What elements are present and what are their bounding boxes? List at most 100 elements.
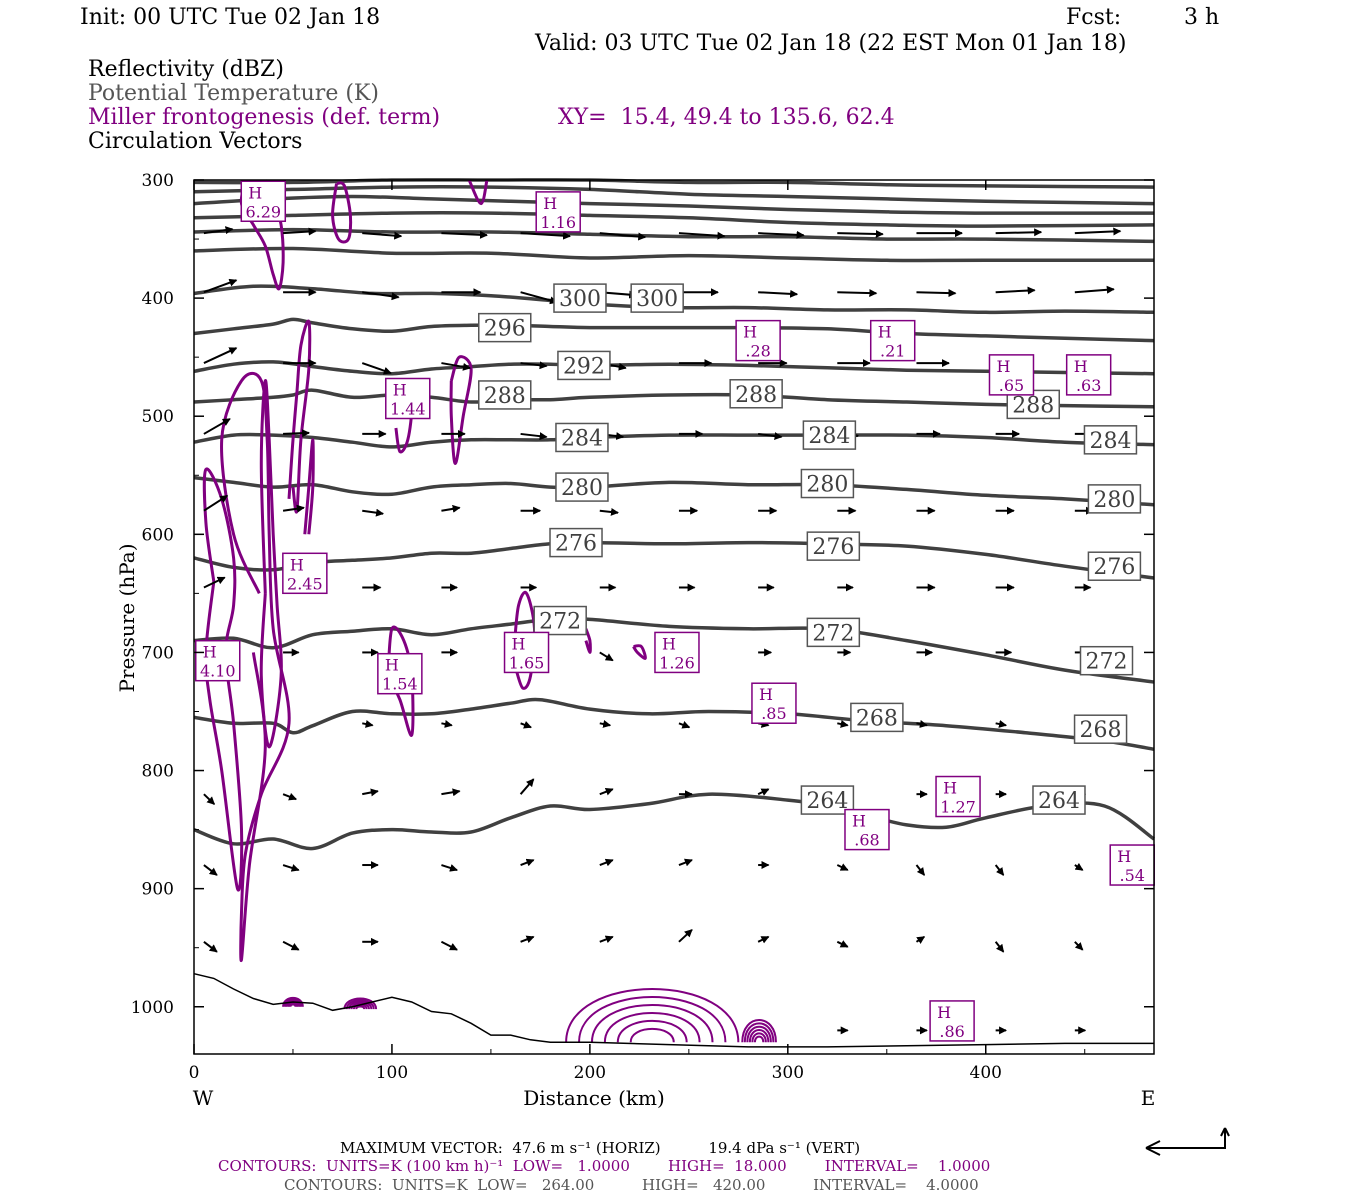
y-tick-label: 500 <box>142 407 174 427</box>
circulation-vector <box>440 940 458 951</box>
circulation-vector <box>282 940 300 951</box>
circulation-vector <box>758 289 799 298</box>
frontogenesis-max-box <box>929 1000 975 1042</box>
circulation-vector <box>203 226 234 235</box>
circulation-vector <box>915 864 926 876</box>
x-tick-label: 0 <box>189 1063 200 1083</box>
circulation-vector <box>916 720 928 728</box>
y-axis-label: Pressure (hPa) <box>115 544 139 693</box>
circulation-vector <box>599 787 614 796</box>
reflectivity-contour <box>282 996 304 1007</box>
theta-label-box <box>555 422 609 453</box>
theta-label: 268 <box>856 706 898 731</box>
circulation-vector <box>1074 941 1084 951</box>
circulation-vector <box>915 935 926 944</box>
circulation-vector <box>837 720 849 728</box>
reflectivity-contour <box>289 1003 297 1007</box>
circulation-vector <box>599 935 614 944</box>
theta-contour-312 <box>193 211 1155 228</box>
frontogenesis-max-value: 6.29 <box>245 202 281 221</box>
circulation-vector <box>599 720 612 728</box>
theta-contour-300 <box>193 284 1155 315</box>
frontogenesis-max-box <box>1109 844 1155 886</box>
frontogenesis-contour <box>449 355 473 466</box>
circulation-vector <box>203 864 218 876</box>
circulation-vector <box>362 788 379 797</box>
frontogenesis-contour <box>632 644 647 660</box>
frontogenesis-contour <box>303 438 315 535</box>
frontogenesis-max-value: 1.54 <box>382 675 418 694</box>
theta-label-box <box>806 617 861 648</box>
circulation-vector <box>837 229 884 238</box>
circulation-vector <box>599 858 614 867</box>
circulation-vector <box>520 291 558 305</box>
circulation-vector <box>599 651 614 662</box>
reflectivity-contour <box>751 1032 767 1043</box>
frontogenesis-max-box <box>751 682 797 724</box>
frontogenesis-maxima: H6.29 H1.16H.28H.21H.65H.63H1.44H2.45H4.1… <box>195 180 1155 1042</box>
theta-label-box <box>1032 785 1086 815</box>
circulation-vector <box>203 576 226 589</box>
reflectivity-contour <box>283 998 303 1007</box>
circulation-vector <box>994 941 1005 953</box>
theta-label-box <box>557 350 611 381</box>
theta-label: 264 <box>806 789 848 814</box>
frontogenesis-max-value: 1.16 <box>540 213 576 232</box>
circulation-vector <box>441 788 461 797</box>
frontogenesis-max-value: 1.65 <box>509 653 545 672</box>
circulation-vector <box>362 508 385 517</box>
circulation-vector <box>282 792 298 801</box>
frontogenesis-max-value: .54 <box>1120 866 1145 885</box>
circulation-vector <box>361 362 392 375</box>
valid-time: Valid: 03 UTC Tue 02 Jan 18 (22 EST Mon … <box>535 31 1127 56</box>
reflectivity-contour <box>748 1029 770 1043</box>
circulation-vector <box>599 232 647 241</box>
frontogenesis-max-value: 1.44 <box>390 400 426 419</box>
frontogenesis-max-value: .21 <box>880 342 905 361</box>
circulation-vector <box>837 289 878 298</box>
theta-contour-284 <box>193 432 1155 449</box>
circulation-vector <box>520 935 535 944</box>
theta-label: 276 <box>1093 555 1135 580</box>
frontogenesis-max-value: .28 <box>745 342 770 361</box>
y-tick-label: 900 <box>142 880 174 900</box>
reflectivity-contour <box>616 1019 688 1043</box>
theta-label-box <box>553 283 607 313</box>
frontogenesis-max-value: .86 <box>939 1022 964 1041</box>
field-reflectivity: Reflectivity (dBZ) <box>88 57 284 82</box>
circulation-vector <box>203 494 229 512</box>
frontogenesis-max-letter: H <box>203 643 217 662</box>
frontogenesis-max-box <box>377 652 423 695</box>
y-tick-label: 1000 <box>131 998 174 1018</box>
x-tick-label: 100 <box>376 1063 408 1083</box>
frontogenesis-contour <box>467 179 489 206</box>
reflectivity-contour <box>565 988 740 1043</box>
circulation-vector <box>916 289 957 298</box>
frontogenesis-max-value: 1.27 <box>940 798 976 817</box>
circulation-vector <box>836 940 849 948</box>
circulation-vector <box>203 418 231 435</box>
frontogenesis-max-value: 4.10 <box>200 662 236 681</box>
theta-label-box <box>549 527 603 558</box>
circulation-vector <box>599 507 619 516</box>
reflectivity-contour <box>603 1011 701 1043</box>
frontogenesis-max-letter: H <box>1117 847 1131 866</box>
theta-label: 272 <box>1085 650 1127 675</box>
reference-vector-vhead <box>1220 1127 1230 1137</box>
circulation-vector <box>441 230 488 239</box>
theta-label-box <box>1079 645 1134 676</box>
theta-contour-labels: 264 264 268 268 272 272 272 276 276 276 280 280 280 2… <box>478 283 1142 815</box>
circulation-vector <box>203 278 238 294</box>
frontogenesis-max-letter: H <box>937 1003 951 1022</box>
theta-contour-296 <box>193 317 1155 343</box>
terrain-line <box>193 972 1154 1048</box>
circulation-vector <box>520 432 548 441</box>
frontogenesis-max-letter: H <box>393 381 407 400</box>
theta-label: 296 <box>484 317 526 342</box>
theta-label: 288 <box>735 383 777 408</box>
y-tick-label: 400 <box>142 289 174 309</box>
theta-label-box <box>478 312 532 343</box>
circulation-vector <box>1074 227 1122 236</box>
frontogenesis-contour <box>220 371 291 962</box>
